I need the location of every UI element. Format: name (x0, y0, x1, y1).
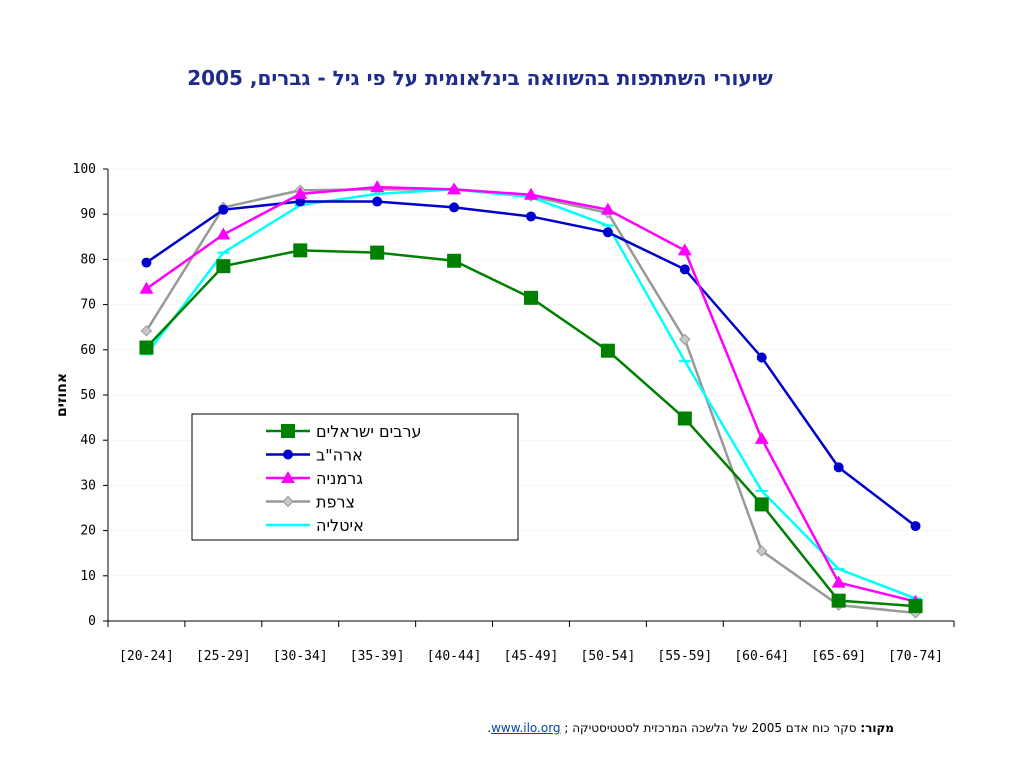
source-label: מקור: (860, 721, 894, 735)
data-point (295, 196, 306, 207)
x-tick-label: [25-29] (196, 649, 251, 664)
data-point (293, 243, 308, 258)
source-text: סקר כוח אדם 2005 של הלשכה המרכזית לסטטיס… (564, 721, 857, 735)
y-tick-label: 20 (80, 524, 96, 539)
data-point (139, 340, 154, 355)
data-point (370, 180, 385, 193)
data-point (447, 253, 462, 268)
x-tick-label: [65-69] (811, 649, 866, 664)
data-point (449, 202, 460, 213)
data-point (370, 245, 385, 260)
data-point (600, 343, 615, 358)
y-tick-label: 100 (73, 162, 96, 177)
legend-marker (282, 495, 294, 508)
data-point (602, 227, 613, 238)
data-point (679, 264, 690, 275)
x-tick-label: [35-39] (350, 649, 405, 664)
data-point (218, 204, 229, 215)
x-tick-label: [40-44] (427, 649, 482, 664)
legend-box (191, 413, 519, 541)
y-tick-label: 40 (80, 433, 96, 448)
legend-marker (283, 449, 293, 460)
x-tick-label: [30-34] (273, 649, 328, 664)
series-line (145, 188, 916, 615)
x-tick-label: [50-54] (581, 649, 636, 664)
y-tick-label: 30 (80, 478, 96, 493)
x-tick-label: [60-64] (734, 649, 789, 664)
series-layer (139, 180, 923, 619)
data-point (908, 599, 923, 614)
legend-item: איטליה (266, 516, 364, 535)
y-tick-label: 10 (80, 569, 96, 584)
data-point (831, 593, 846, 608)
x-tick-label: [55-59] (657, 649, 712, 664)
data-point (293, 186, 308, 199)
legend-item: צרפת (266, 493, 355, 512)
data-point (756, 352, 767, 363)
legend-marker (281, 471, 295, 483)
y-tick-label: 80 (80, 252, 96, 267)
data-point (677, 243, 692, 256)
legend: ערבים ישראלים ארה"ב גרמניה צרפת איטליה (191, 413, 519, 541)
series-3 (140, 183, 922, 619)
data-point (756, 545, 768, 557)
legend-label: איטליה (316, 516, 364, 535)
legend-item: גרמניה (266, 469, 363, 488)
y-tick-label: 90 (80, 207, 96, 222)
source-end: . (487, 721, 492, 735)
y-tick-label: 60 (80, 343, 96, 358)
data-point (600, 202, 615, 215)
data-point (141, 257, 152, 268)
axes: 0 10 20 30 40 50 60 70 80 90 100 [20-24] [25-29] [30-… (54, 162, 955, 664)
data-point (754, 497, 769, 512)
y-tick-label: 70 (80, 298, 96, 313)
x-tick-label: [20-24] (119, 649, 174, 664)
data-point (447, 182, 462, 195)
y-tick-label: 50 (80, 388, 96, 403)
data-point (140, 325, 153, 337)
data-point (754, 431, 769, 444)
data-point (831, 575, 846, 588)
legend-label: צרפת (316, 493, 355, 512)
series-0 (139, 243, 923, 614)
chart-title: שיעורי השתתפות בהשוואה בינלאומית על פי ג… (187, 66, 773, 90)
series-2 (139, 180, 923, 607)
data-point (526, 211, 536, 222)
data-point (524, 290, 538, 305)
y-axis-label: אחוזים (54, 373, 70, 417)
legend-marker (281, 424, 295, 438)
data-point (524, 187, 538, 200)
legend-label: גרמניה (316, 469, 363, 488)
legend-label: ערבים ישראלים (316, 422, 422, 441)
data-point (677, 411, 692, 426)
data-point (910, 521, 921, 532)
legend-item: ערבים ישראלים (266, 422, 422, 441)
data-point (216, 227, 231, 240)
data-point (216, 259, 231, 274)
legend-item: ארה"ב (266, 446, 363, 465)
source-link[interactable]: www.ilo.org (491, 721, 561, 735)
source-note: מקור: סקר כוח אדם 2005 של הלשכה המרכזית … (487, 721, 894, 735)
y-tick-label: 0 (88, 614, 96, 629)
data-point (833, 462, 844, 473)
data-point (679, 333, 691, 346)
x-tick-label: [45-49] (504, 649, 559, 664)
series-1 (141, 196, 921, 532)
data-point (372, 196, 383, 207)
x-tick-label: [70-74] (888, 649, 943, 664)
legend-label: ארה"ב (316, 446, 363, 465)
data-point (139, 281, 154, 294)
